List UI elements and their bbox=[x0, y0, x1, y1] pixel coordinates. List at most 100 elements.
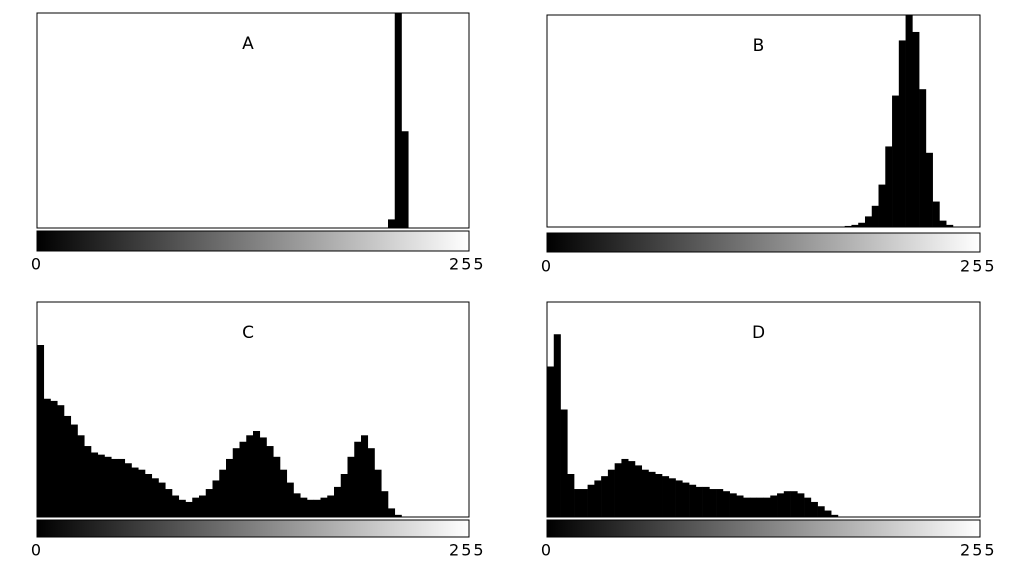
histogram-bar bbox=[919, 89, 927, 227]
histogram-bar bbox=[946, 224, 954, 227]
histogram-bar bbox=[871, 205, 879, 227]
histogram-bar bbox=[286, 482, 294, 517]
histogram-bar bbox=[580, 489, 588, 517]
histogram-bar bbox=[124, 463, 132, 517]
histogram-bar bbox=[892, 95, 900, 227]
histogram-bar bbox=[212, 480, 220, 517]
histogram-bar bbox=[199, 495, 207, 517]
histogram-bar bbox=[259, 437, 267, 517]
histogram-bar bbox=[756, 497, 764, 517]
histogram-bar bbox=[388, 219, 396, 228]
histogram-bar bbox=[729, 493, 737, 517]
histogram-bar bbox=[394, 514, 402, 517]
histogram-bar bbox=[749, 497, 758, 517]
histogram-bar bbox=[219, 469, 227, 517]
histogram-bar bbox=[253, 431, 261, 517]
histogram-bar bbox=[158, 482, 166, 517]
panel-title: D bbox=[752, 323, 765, 343]
plot-border bbox=[546, 301, 981, 518]
x-tick-label: 0 bbox=[541, 541, 553, 560]
histogram-bar bbox=[394, 13, 402, 228]
histogram-bar bbox=[547, 366, 555, 517]
histogram-bar bbox=[912, 31, 920, 228]
histogram-bar bbox=[300, 497, 308, 517]
histogram-bar bbox=[716, 489, 724, 517]
histogram-bar bbox=[172, 495, 180, 517]
histogram-bar bbox=[354, 441, 362, 517]
panel-title: B bbox=[753, 36, 765, 56]
histogram-bar bbox=[401, 131, 409, 228]
histogram-bar bbox=[878, 184, 886, 227]
histogram-bar bbox=[307, 499, 315, 517]
histogram-bar bbox=[641, 469, 649, 517]
histogram-bar bbox=[293, 493, 301, 517]
histogram-bar bbox=[675, 480, 683, 517]
histogram-bar bbox=[37, 345, 45, 517]
histogram-bar bbox=[118, 458, 126, 517]
histogram-bar bbox=[621, 458, 629, 517]
histogram-bar bbox=[145, 474, 153, 517]
histogram-bar bbox=[804, 497, 812, 517]
histogram-bar bbox=[709, 489, 717, 517]
histogram-bar bbox=[246, 435, 254, 517]
histogram-bar bbox=[91, 452, 99, 517]
histogram-bar bbox=[682, 482, 690, 517]
histogram-bar bbox=[689, 484, 697, 517]
histogram-bar bbox=[185, 501, 193, 517]
histogram-bar bbox=[770, 495, 778, 517]
histogram-bar bbox=[662, 476, 670, 517]
x-tick-label: 0 bbox=[31, 255, 43, 274]
histogram-bar bbox=[810, 501, 818, 517]
histogram-bar bbox=[361, 435, 369, 517]
histogram-bar bbox=[205, 489, 213, 517]
histogram-bar bbox=[165, 489, 173, 517]
histogram-bar bbox=[178, 499, 186, 517]
histogram-bar bbox=[702, 486, 710, 517]
histogram-bar bbox=[763, 497, 771, 517]
histogram-bar bbox=[817, 506, 825, 517]
histogram-bar bbox=[64, 415, 72, 517]
histogram-bar bbox=[57, 405, 65, 517]
histogram-bar bbox=[327, 495, 335, 517]
histogram-bar bbox=[313, 499, 321, 517]
histogram-bar bbox=[574, 489, 582, 517]
x-tick-label: 0 bbox=[31, 541, 43, 560]
histogram-bar bbox=[932, 201, 940, 227]
histogram-bar bbox=[777, 493, 785, 517]
histogram-bar bbox=[824, 510, 832, 517]
plot-border bbox=[36, 12, 470, 229]
histogram-bar bbox=[280, 469, 288, 517]
histogram-bar bbox=[790, 491, 798, 517]
histogram-bar bbox=[340, 474, 348, 517]
histogram-bar bbox=[388, 508, 396, 517]
histogram-bar bbox=[607, 469, 615, 517]
histogram-bar bbox=[655, 474, 663, 517]
histogram-bar bbox=[273, 456, 281, 517]
histogram-bar bbox=[226, 458, 234, 517]
histogram-bar bbox=[783, 491, 791, 517]
histogram-bar bbox=[77, 435, 85, 517]
gray-ramp bbox=[36, 519, 470, 538]
histogram-bar bbox=[367, 448, 375, 517]
plot-border bbox=[36, 301, 470, 518]
histogram-bar bbox=[858, 222, 866, 227]
panel-title: C bbox=[242, 323, 254, 343]
histogram-bar bbox=[864, 216, 873, 227]
gray-ramp bbox=[546, 232, 981, 253]
histogram-bar bbox=[743, 497, 751, 517]
histogram-bar bbox=[151, 478, 159, 517]
histogram-bar bbox=[374, 469, 382, 517]
histogram-bar bbox=[601, 476, 609, 517]
histogram-bar bbox=[844, 225, 852, 227]
x-tick-label: 255 bbox=[960, 257, 997, 276]
histogram-bar bbox=[320, 497, 328, 517]
histogram-bar bbox=[138, 469, 146, 517]
histogram-bar bbox=[668, 478, 676, 517]
histogram-bar bbox=[851, 224, 859, 227]
histogram-bar bbox=[905, 15, 913, 227]
histogram-bar bbox=[111, 458, 119, 517]
histogram-bar bbox=[50, 400, 58, 517]
x-tick-label: 255 bbox=[960, 541, 997, 560]
histogram-bar bbox=[232, 448, 240, 517]
